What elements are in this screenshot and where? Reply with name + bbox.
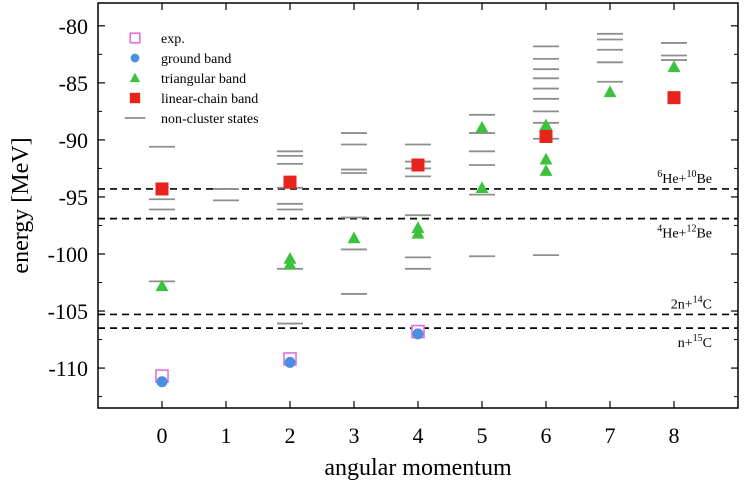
- data-points: [149, 32, 687, 388]
- legend-label: non-cluster states: [161, 112, 259, 127]
- triangular-band-point: [603, 85, 617, 98]
- triangular-band-point: [155, 279, 169, 292]
- linear-chain-point: [411, 158, 425, 172]
- triangular-band-point: [539, 152, 553, 165]
- y-tick-label: -105: [48, 299, 88, 324]
- triangular-band-point: [667, 60, 681, 73]
- y-tick-label: -100: [48, 242, 88, 267]
- y-tick-label: -90: [59, 128, 88, 153]
- x-tick-label: 1: [221, 423, 232, 448]
- x-axis-title: angular momentum: [324, 455, 512, 481]
- threshold-label: 4He+12Be: [657, 224, 712, 242]
- legend-label: linear-chain band: [161, 92, 258, 107]
- threshold-lines: 6He+10Be 4He+12Be 2n+14C n+15C: [98, 169, 738, 351]
- linear-chain-point: [155, 182, 169, 196]
- threshold-label: 6He+10Be: [657, 169, 712, 187]
- y-tick-label: -110: [48, 356, 88, 381]
- triangular-band-point: [475, 181, 489, 194]
- x-tick-label: 2: [285, 423, 296, 448]
- threshold-label: n+15C: [678, 333, 712, 351]
- legend-marker: [129, 92, 141, 104]
- y-tick-label: -95: [59, 185, 88, 210]
- legend-marker: [130, 53, 140, 63]
- x-tick-label: 3: [349, 423, 360, 448]
- ground-band-point: [156, 376, 168, 388]
- linear-chain-point: [667, 91, 681, 105]
- x-tick-label: 0: [157, 423, 168, 448]
- y-axis-title: energy [MeV]: [8, 137, 34, 273]
- x-tick-label: 5: [477, 423, 488, 448]
- legend-label: ground band: [161, 52, 231, 67]
- x-tick-label: 4: [413, 423, 424, 448]
- triangular-band-point: [283, 257, 297, 270]
- x-tick-label: 8: [669, 423, 680, 448]
- triangular-band-point: [475, 120, 489, 133]
- linear-chain-point: [539, 129, 553, 143]
- x-tick-label: 7: [605, 423, 616, 448]
- legend-marker: [129, 32, 141, 44]
- triangular-band-point: [539, 164, 553, 176]
- y-tick-label: -85: [59, 71, 88, 96]
- threshold-label: 2n+14C: [671, 294, 712, 312]
- triangular-band-point: [347, 231, 361, 244]
- triangular-band-point: [411, 226, 425, 239]
- legend-marker: [129, 72, 141, 83]
- ground-band-point: [284, 356, 296, 368]
- ground-band-point: [412, 328, 424, 340]
- x-tick-label: 6: [541, 423, 552, 448]
- legend: exp. ground band triangular band linear-cha…: [124, 32, 259, 127]
- axis-ticks: 0 1 2 3 4 5 6 7 8 -80 -85 -90 -95 -100 -105 -110: [48, 3, 738, 448]
- y-tick-label: -80: [59, 14, 88, 39]
- legend-label: triangular band: [161, 72, 246, 87]
- triangular-band-point: [539, 118, 553, 131]
- legend-label: exp.: [161, 32, 185, 47]
- linear-chain-point: [283, 175, 297, 189]
